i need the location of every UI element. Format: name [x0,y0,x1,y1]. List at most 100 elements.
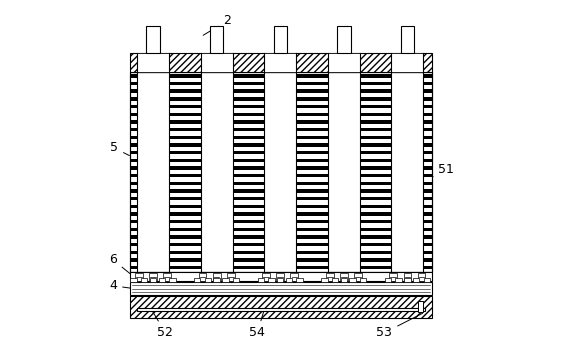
Bar [185,266,201,269]
Bar [169,143,185,147]
Bar [185,227,201,231]
Bar [424,278,430,282]
Bar [265,72,296,272]
Bar [424,158,432,162]
Bar [249,235,265,239]
Bar [296,220,312,224]
Bar [312,258,328,262]
Bar [340,273,347,281]
Bar [312,120,328,124]
Bar [424,189,432,193]
Bar [232,105,249,108]
Bar [232,220,249,224]
Bar [296,197,312,200]
Bar [413,278,420,282]
Bar [424,120,432,124]
Bar [249,158,265,162]
Bar [232,151,249,155]
Bar [130,212,137,216]
Bar [376,205,391,208]
Bar [205,278,211,282]
Bar [277,278,284,282]
Bar [249,205,265,208]
Bar [169,151,185,155]
Bar [296,97,312,101]
Bar [130,82,137,85]
Bar [164,273,171,281]
Bar [169,158,185,162]
Bar [376,258,391,262]
Bar [232,112,249,116]
Bar [376,105,391,108]
Bar [130,235,137,239]
Bar [149,273,157,281]
Bar [249,82,265,85]
Bar [376,189,391,193]
Bar [201,72,232,272]
Bar [130,295,432,318]
Bar [376,136,391,139]
Bar [185,235,201,239]
Bar [360,220,376,224]
Bar [391,72,424,272]
Bar [232,205,249,208]
Bar [360,205,376,208]
Bar [424,112,432,116]
Bar [222,278,228,282]
Bar [185,74,201,78]
Bar [130,278,137,282]
Bar [232,89,249,93]
Bar [169,174,185,177]
Bar [424,128,432,131]
Bar [360,166,376,170]
Bar [169,251,185,254]
Bar [385,278,391,282]
Bar [232,97,249,101]
Bar [312,251,328,254]
Bar [169,97,185,101]
Bar [130,53,432,72]
Bar [376,143,391,147]
Bar [185,143,201,147]
Bar [158,278,165,282]
Bar [130,282,432,295]
Bar [400,26,414,53]
Bar [312,97,328,101]
Bar [185,251,201,254]
Bar [249,182,265,185]
Bar [258,278,264,282]
Bar [424,105,432,108]
Bar [360,105,376,108]
Bar [137,308,425,311]
Bar [130,220,137,224]
Bar [312,212,328,216]
Bar [130,53,432,72]
Bar [130,295,432,318]
Bar [376,251,391,254]
Bar [169,112,185,116]
Bar [185,128,201,131]
Bar [249,120,265,124]
Bar [360,143,376,147]
Bar [360,120,376,124]
Bar [321,278,328,282]
Bar [130,189,137,193]
Bar [130,97,137,101]
Bar [130,258,137,262]
Bar [360,212,376,216]
Bar [232,174,249,177]
Bar [262,273,270,281]
Bar [130,243,137,246]
Bar [296,89,312,93]
Bar [141,278,147,282]
Bar [130,205,137,208]
Bar [232,74,249,78]
Bar [360,266,376,269]
Bar [312,105,328,108]
Bar [214,278,220,282]
Bar [249,174,265,177]
Bar [130,120,137,124]
Bar [424,151,432,155]
Bar [312,136,328,139]
Bar [296,174,312,177]
